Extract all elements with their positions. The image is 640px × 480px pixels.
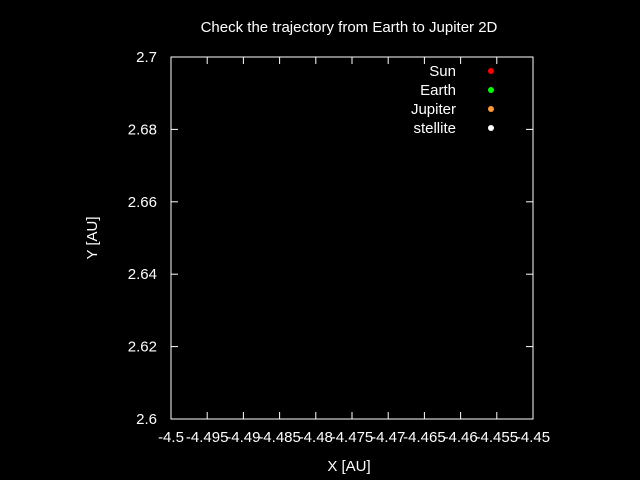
x-tick-label: -4.495	[186, 429, 229, 446]
x-axis-label: X [AU]	[327, 458, 370, 475]
y-axis-label: Y [AU]	[84, 216, 101, 259]
y-tick-label: 2.62	[128, 339, 157, 356]
y-tick-label: 2.64	[128, 266, 157, 283]
legend-marker	[488, 106, 494, 112]
y-tick-label: 2.6	[136, 411, 157, 428]
chart-title: Check the trajectory from Earth to Jupit…	[201, 19, 498, 36]
legend-marker	[488, 87, 494, 93]
x-axis: -4.5 -4.495-4.49-4.485-4.48-4.475-4.47-4.…	[158, 57, 550, 446]
y-tick-label: 2.7	[136, 49, 157, 66]
x-tick-label: -4.455	[476, 429, 519, 446]
y-axis: 2.6 2.62 2.64 2.66 2.68 2.7	[128, 49, 533, 428]
x-tick-label: -4.48	[299, 429, 333, 446]
x-tick-label: -4.465	[403, 429, 446, 446]
legend-marker	[488, 68, 494, 74]
legend-label: Jupiter	[411, 101, 456, 118]
y-tick-label: 2.66	[128, 194, 157, 211]
x-tick-label: -4.5	[158, 429, 184, 446]
x-tick-label: -4.45	[516, 429, 550, 446]
legend-label: stellite	[413, 120, 456, 137]
x-tick-label: -4.485	[258, 429, 301, 446]
legend-label: Earth	[420, 82, 456, 99]
legend-marker	[488, 125, 494, 131]
x-tick-label: -4.49	[226, 429, 260, 446]
x-tick-label: -4.47	[371, 429, 405, 446]
x-tick-label: -4.46	[443, 429, 477, 446]
legend: Sun Earth Jupiter stellite	[411, 63, 494, 137]
x-tick-label: -4.475	[331, 429, 374, 446]
legend-label: Sun	[429, 63, 456, 80]
y-tick-label: 2.68	[128, 121, 157, 138]
